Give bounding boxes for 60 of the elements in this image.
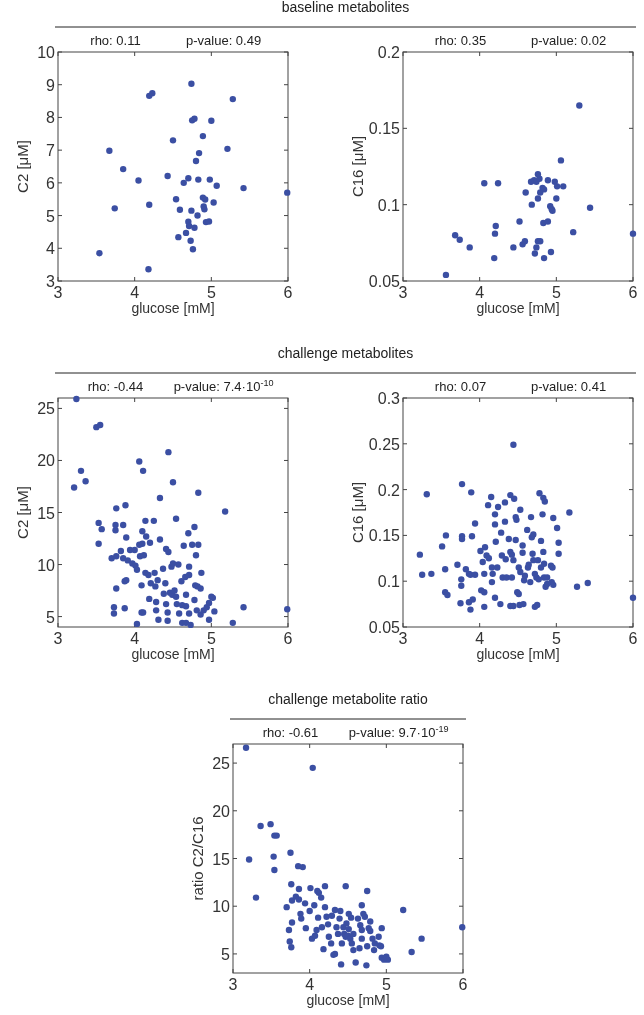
text: rho: -0.44 — [87, 379, 144, 394]
x-axis-title: glucose [mM] — [476, 646, 560, 662]
x-tick-label: 6 — [628, 284, 638, 301]
text: p-value: 7.4·10$^{-10}$ — [173, 378, 274, 394]
y-axis-title: C2 [μM] — [14, 486, 31, 539]
y-tick-label: 10 — [37, 44, 56, 61]
y-tick-label: 0.15 — [368, 120, 401, 138]
y-tick-label: 20 — [37, 452, 56, 470]
text: rho: 0.07 — [434, 379, 487, 394]
y-tick-label: 0.15 — [368, 527, 401, 545]
y-tick-label: 5 — [221, 945, 231, 963]
y-tick-label: 6 — [46, 174, 56, 192]
x-tick-label: 6 — [283, 284, 293, 301]
y-tick-label: 5 — [46, 608, 56, 626]
x-axis-title: glucose [mM] — [476, 300, 560, 316]
y-tick-label: 7 — [46, 142, 56, 160]
y-axis-title: C16 [μM] — [349, 481, 366, 544]
chart-title: challenge metabolite ratio — [268, 691, 428, 707]
x-tick-label: 5 — [551, 630, 561, 647]
y-tick-label: 15 — [37, 504, 56, 522]
y-tick-label: 0.2 — [377, 481, 401, 499]
x-tick-label: 4 — [475, 630, 485, 647]
y-tick-label: 20 — [212, 802, 231, 820]
x-tick-label: 6 — [283, 630, 293, 647]
text: baseline metabolites — [281, 0, 410, 15]
x-axis-title: glucose [mM] — [131, 300, 215, 316]
y-tick-label: 8 — [46, 109, 56, 127]
y-axis-title: C2 [μM] — [14, 140, 31, 193]
y-tick-label: 5 — [46, 207, 56, 225]
y-tick-label: 15 — [212, 850, 231, 868]
y-tick-label: 10 — [212, 898, 231, 916]
text: p-value: 0.41 — [531, 379, 607, 394]
y-tick-label: 9 — [46, 76, 56, 94]
y-tick-label: 0.3 — [377, 390, 401, 407]
text: rho: 0.35 — [434, 33, 487, 48]
x-axis-title: glucose [mM] — [131, 646, 215, 662]
y-tick-label: 4 — [46, 240, 56, 258]
y-axis-title: C16 [μM] — [349, 135, 366, 198]
text: rho: 0.11 — [90, 33, 141, 48]
y-tick-label: 0.1 — [377, 196, 401, 214]
y-tick-label: 25 — [212, 755, 231, 773]
text: challenge metabolites — [277, 345, 414, 361]
x-tick-label: 6 — [628, 630, 638, 647]
y-tick-label: 0.2 — [377, 44, 401, 61]
y-tick-label: 25 — [37, 400, 56, 418]
x-axis-title: glucose [mM] — [306, 992, 390, 1008]
text: rho: -0.61 — [262, 725, 319, 740]
y-tick-label: 0.25 — [368, 435, 401, 453]
x-tick-label: 5 — [551, 284, 561, 301]
y-tick-label: 0.1 — [377, 573, 401, 591]
x-tick-label: 4 — [130, 284, 140, 301]
text: p-value: 0.02 — [531, 33, 607, 48]
text: p-value: 9.7·10$^{-19}$ — [348, 724, 449, 740]
y-axis-title: ratio C2/C16 — [189, 816, 206, 901]
y-tick-label: 10 — [37, 556, 56, 574]
x-tick-label: 4 — [475, 284, 485, 301]
text: p-value: 0.49 — [186, 33, 262, 48]
x-tick-label: 4 — [305, 976, 315, 993]
x-tick-label: 4 — [130, 630, 140, 647]
x-tick-label: 6 — [458, 976, 468, 993]
